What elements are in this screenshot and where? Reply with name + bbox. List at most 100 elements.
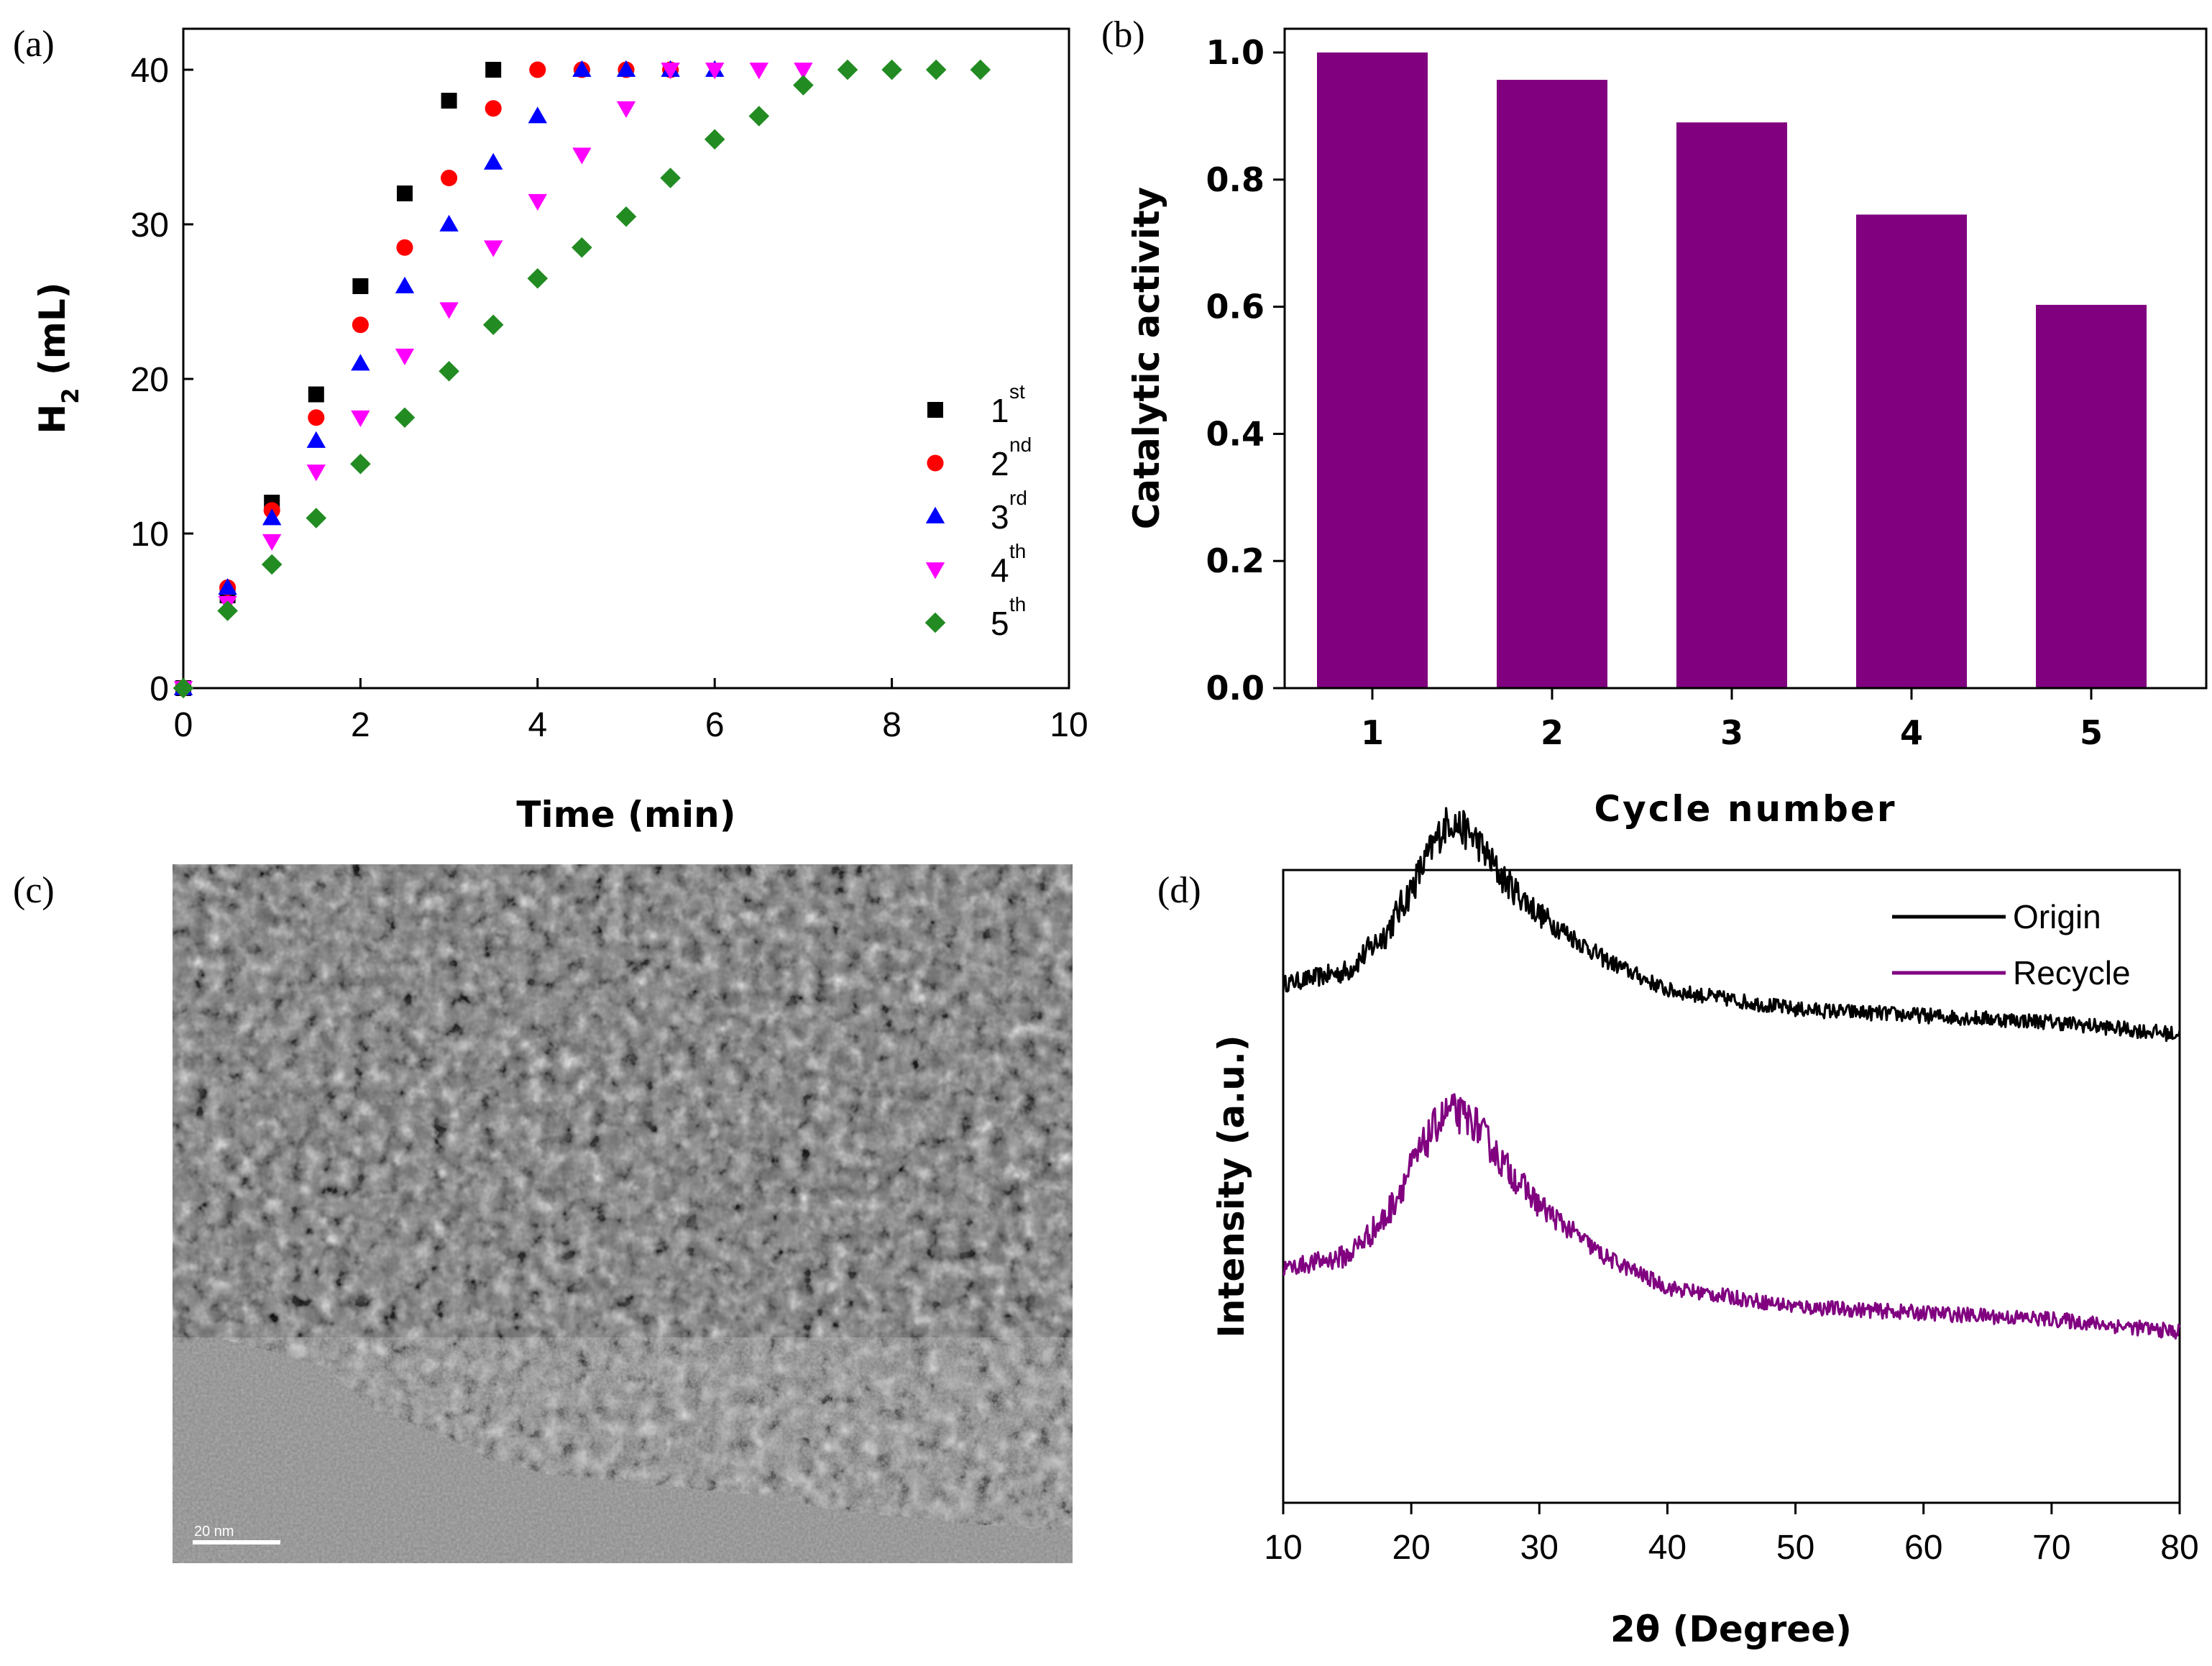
panel-d-frame: [1282, 869, 2181, 1504]
legend-label-sup: st: [1009, 380, 1025, 403]
legend-marker-1st: [927, 402, 943, 418]
panel-a-point-series-5: [173, 677, 194, 699]
legend-marker-3rd: [925, 506, 945, 523]
legend-label-sup: rd: [1009, 487, 1027, 509]
panel-a-point-series-4: [528, 193, 547, 211]
panel-a-x-tick-label: 6: [705, 706, 725, 744]
panel-d-x-tick-label: 20: [1392, 1529, 1430, 1567]
panel-b-y-tick-label: 0.8: [1206, 160, 1265, 199]
panel-a-y-tick-label: 30: [131, 206, 169, 244]
panel-d-y-axis-title: Intensity (a.u.): [1211, 1035, 1252, 1337]
panel-b-frame: [1283, 27, 2208, 690]
panel-a-point-series-1: [397, 186, 413, 201]
panel-a-y-tick-label: 0: [150, 670, 169, 708]
panel-a-point-series-5: [704, 129, 725, 150]
panel-a-point-series-4: [616, 101, 636, 118]
panel-b-x-axis-title: Cycle number: [1594, 788, 1896, 830]
panel-a-point-series-5: [881, 59, 902, 81]
panel-a-point-series-5: [306, 508, 327, 528]
panel-a-point-series-4: [661, 63, 680, 80]
panel-a-y-title-main: H: [32, 404, 73, 434]
scale-bar: [193, 1540, 280, 1544]
panel-a-point-series-5: [350, 453, 371, 475]
tem-image: 20 nm: [173, 864, 1073, 1563]
panel-a-point-series-3: [218, 578, 237, 595]
legend-label-1st: 1: [991, 392, 1009, 429]
panel-a-point-series-4: [306, 464, 326, 482]
panel-b-x-tick-label: 1: [1361, 713, 1384, 752]
panel-a-point-series-5: [793, 75, 814, 96]
panel-a-point-series-2: [396, 239, 413, 256]
legend-label-3rd: 3: [991, 498, 1009, 536]
panel-a-x-axis-title: Time (min): [516, 794, 735, 836]
panel-b-x-tick-label: 3: [1720, 713, 1743, 752]
panel-a-point-series-1: [308, 386, 324, 403]
panel-a-point-series-3: [306, 431, 326, 448]
panel-d-label: (d): [1157, 870, 1201, 911]
xrd-line-recycle: [1282, 1093, 2181, 1340]
panel-b-x-tick-label: 4: [1900, 713, 1923, 752]
panel-a-point-series-5: [660, 168, 681, 188]
panel-a-point-series-4: [705, 63, 725, 80]
panel-a-point-series-3: [528, 106, 547, 124]
panel-a-point-series-4: [572, 147, 592, 165]
panel-a-y-title-tail: (mL): [32, 282, 73, 388]
panel-a-frame: [182, 27, 1070, 690]
panel-a-point-series-4: [395, 348, 415, 365]
panel-a-point-series-5: [394, 407, 416, 429]
panel-d-x-tick-label: 10: [1264, 1529, 1302, 1567]
panel-a-x-tick-label: 4: [528, 706, 547, 744]
bar-cycle-2: [1497, 80, 1607, 688]
panel-a-point-series-5: [615, 206, 637, 227]
panel-a-point-series-4: [484, 240, 503, 257]
panel-a-point-series-2: [308, 409, 325, 426]
panel-a-y-axis-title: H2 (mL): [32, 282, 84, 434]
panel-b-x-tick-label: 2: [1541, 713, 1564, 752]
panel-a-x-tick-label: 10: [1050, 706, 1088, 744]
panel-a-point-series-4: [262, 534, 282, 551]
legend-marker-5th: [924, 612, 946, 633]
panel-a-point-series-3: [572, 60, 592, 77]
panel-a-ticks: 0 2 4 6 8 10 0 10 20 30 40: [131, 52, 1088, 744]
legend-label-recycle: Recycle: [2013, 954, 2131, 992]
panel-b-y-tick-label: 1.0: [1206, 33, 1265, 72]
panel-d-x-tick-label: 50: [1776, 1529, 1814, 1567]
panel-a-point-series-5: [217, 600, 238, 621]
panel-a-data: [173, 59, 991, 699]
panel-a-point-series-5: [261, 554, 283, 575]
panel-a-point-series-3: [484, 152, 503, 170]
panel-d-ticks: 10 20 30 40 50 60 70 80: [1264, 1503, 2199, 1567]
panel-a-point-series-2: [529, 61, 546, 78]
panel-d-x-tick-label: 40: [1648, 1529, 1686, 1567]
panel-a-y-title-sub: 2: [57, 388, 84, 403]
bar-cycle-5: [2036, 304, 2147, 688]
legend-label-origin: Origin: [2013, 898, 2101, 935]
panel-b-y-tick-label: 0.6: [1206, 288, 1265, 326]
legend-marker-2nd: [927, 454, 944, 472]
panel-a-point-series-1: [352, 278, 369, 294]
panel-a-point-series-3: [351, 354, 370, 371]
panel-d-x-tick-label: 80: [2160, 1529, 2198, 1567]
legend-label-sup: th: [1009, 540, 1026, 562]
legend-label-sup: th: [1009, 593, 1026, 615]
legend-label-4th: 4: [991, 551, 1009, 589]
panel-b: (b) 1 2 3 4 5 0.0 0.2 0.4 0.6 0.8 1.0 Cycle number…: [1101, 14, 2208, 830]
panel-b-label: (b): [1101, 14, 1145, 55]
panel-d-x-tick-label: 60: [1904, 1529, 1942, 1567]
panel-b-y-axis-title: Catalytic activity: [1126, 187, 1167, 530]
panel-a-point-series-5: [837, 59, 858, 81]
scale-bar-label: 20 nm: [194, 1524, 234, 1539]
panel-a-point-series-5: [439, 360, 459, 382]
panel-a-y-tick-label: 10: [131, 516, 169, 554]
panel-a-point-series-3: [439, 214, 459, 232]
panel-a-point-series-5: [572, 237, 592, 258]
bar-cycle-1: [1317, 52, 1428, 688]
panel-a-x-tick-label: 8: [882, 706, 901, 744]
panel-a-point-series-3: [262, 508, 282, 526]
panel-b-data: [1317, 52, 2147, 689]
legend-label-sup: nd: [1009, 434, 1032, 456]
panel-a-x-tick-label: 2: [351, 706, 370, 744]
panel-a-point-series-5: [748, 106, 770, 127]
